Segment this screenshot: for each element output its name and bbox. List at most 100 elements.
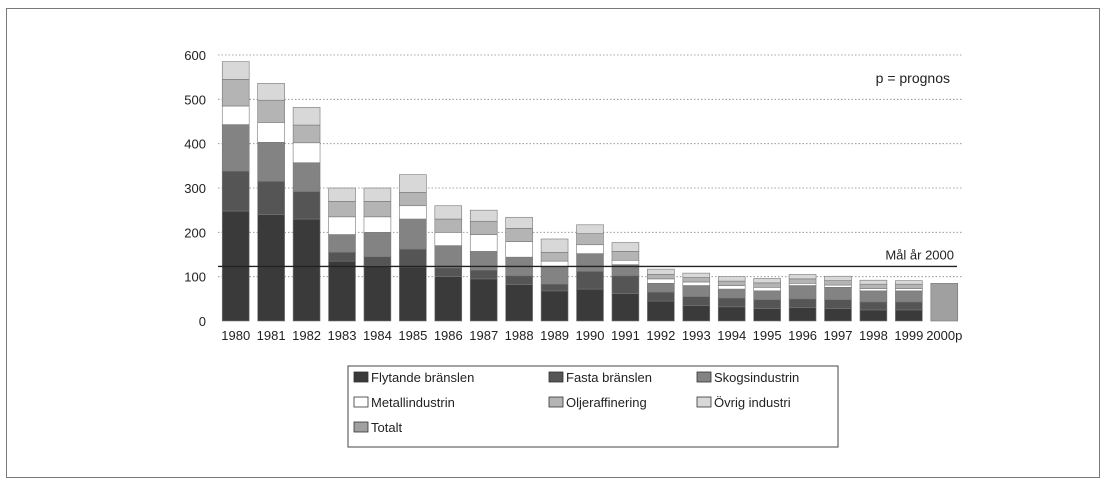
bar-segment [859, 279, 888, 285]
x-tick-label: 1997 [824, 328, 853, 343]
x-tick-label: 1994 [717, 328, 746, 343]
bar-segment [328, 216, 356, 235]
bar-segment [363, 265, 392, 322]
bar-segment [292, 162, 321, 192]
bar-segment [292, 218, 321, 322]
bar-segment [647, 300, 675, 322]
bar-segment [824, 280, 852, 286]
y-tick-label: 100 [184, 270, 206, 285]
x-tick-label: 1987 [469, 328, 498, 343]
bar-segment [292, 124, 321, 144]
y-tick-label: 400 [184, 137, 206, 152]
bar-segment [682, 296, 711, 306]
bar-segment [895, 280, 923, 285]
bar-segment [824, 284, 852, 288]
bar-segment [753, 287, 781, 292]
bar-segment [682, 272, 711, 278]
bar-segment [221, 61, 250, 80]
bar-segment [576, 288, 604, 322]
bar-segment [753, 308, 781, 322]
bar-segment [505, 275, 533, 285]
bar-segment [399, 192, 427, 207]
y-axis: 0 100 200 300 400 500 600 [184, 48, 206, 329]
bar-segment [824, 308, 852, 322]
bar-segment [505, 284, 533, 322]
bar-segment [363, 187, 392, 202]
legend-swatch [353, 371, 369, 383]
bar-segment [859, 309, 888, 322]
x-tick-label: 1992 [646, 328, 675, 343]
legend-swatch [353, 396, 369, 408]
bar-segment [328, 187, 356, 202]
bar-segment [399, 205, 427, 220]
legend-swatch [696, 396, 712, 408]
bar-segment [257, 83, 285, 101]
legend-label: Skogsindustrin [714, 370, 799, 385]
bar-segment [576, 271, 604, 290]
bar-segment [753, 282, 781, 288]
bar-segment [788, 307, 817, 322]
bar-segment [469, 269, 498, 280]
bar-segment [930, 283, 959, 322]
bar-segment [399, 248, 427, 268]
bar-segment [788, 278, 817, 284]
bar-segment [895, 288, 923, 292]
bar-segment [753, 290, 781, 301]
bar-segment [540, 238, 569, 253]
legend-swatch [353, 421, 369, 433]
bar-segment [540, 266, 569, 285]
bar-segment [540, 251, 569, 262]
bar-segment [221, 124, 250, 172]
x-axis: 1980 1981 1982 1983 1984 1985 1986 1987 1988 1989… [221, 328, 962, 343]
y-tick-label: 500 [184, 92, 206, 107]
bar-segment [717, 297, 746, 308]
y-tick-label: 300 [184, 181, 206, 196]
bar-segment [717, 306, 746, 322]
y-tick-label: 200 [184, 225, 206, 240]
bar-segment [257, 99, 285, 123]
x-tick-label: 1996 [788, 328, 817, 343]
bar-segment [576, 224, 604, 234]
bar-segment [576, 244, 604, 254]
bar-segment [434, 205, 463, 220]
bar-segment [469, 234, 498, 252]
bar-segment [399, 266, 427, 322]
bar-segment [682, 305, 711, 322]
x-tick-label: 1984 [363, 328, 392, 343]
x-tick-label: 1999 [894, 328, 923, 343]
bar-segment [434, 276, 463, 322]
bar-segment [469, 220, 498, 235]
x-tick-label: 1985 [398, 328, 427, 343]
x-tick-label: 1983 [328, 328, 357, 343]
bar-segment [399, 218, 427, 250]
x-tick-label: 1989 [540, 328, 569, 343]
bar-segment [647, 283, 675, 293]
bar-segment [540, 290, 569, 322]
bar-segment [221, 79, 250, 107]
bar-segment [328, 234, 356, 253]
bar-segment [611, 242, 640, 252]
bar-segment [611, 275, 640, 294]
bar-segment [257, 214, 285, 322]
bar-segment [717, 280, 746, 286]
bar-segment [434, 267, 463, 277]
bar-segment [717, 288, 746, 299]
legend-label: Oljeraffinering [566, 395, 647, 410]
bar-segment [717, 276, 746, 282]
legend-label: Totalt [371, 420, 402, 435]
bar-segment [434, 245, 463, 269]
bar-segment [469, 251, 498, 271]
bar-segment [859, 288, 888, 292]
x-tick-label: 1998 [859, 328, 888, 343]
y-tick-label: 600 [184, 48, 206, 63]
legend-box [347, 365, 839, 448]
bar-segment [647, 268, 675, 275]
x-tick-label: 1980 [221, 328, 250, 343]
bar-segment [399, 174, 427, 193]
bar-segment [859, 301, 888, 311]
bar-segment [576, 233, 604, 246]
annotation-prognos: p = prognos [876, 70, 950, 86]
bar-segment [824, 275, 852, 281]
bar-segment [257, 181, 285, 215]
bar-segment [753, 299, 781, 309]
